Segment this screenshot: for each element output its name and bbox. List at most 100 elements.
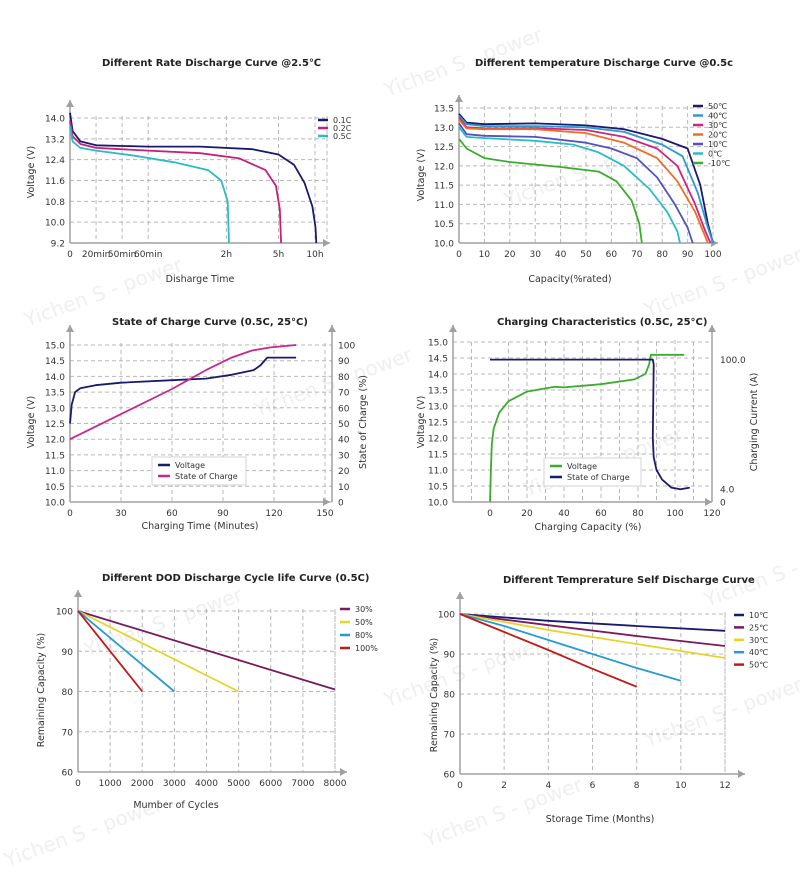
y-axis-label: Voltage (V) [26, 396, 37, 449]
legend-label: 0.5C [333, 132, 352, 141]
legend-label: 80% [355, 631, 373, 640]
y-tick-label: 13.5 [428, 387, 448, 397]
chart-panel-temperature-discharge: Different temperature Discharge Curve @0… [400, 0, 800, 290]
y-axis-arrow [66, 325, 74, 332]
y2-tick-label: 30 [338, 451, 350, 461]
y-tick-label: 90 [444, 651, 456, 661]
series-line-0- [458, 126, 681, 244]
x-tick-label: 100 [704, 250, 721, 260]
y-tick-label: 70 [444, 731, 456, 741]
x-tick-label: 30 [529, 250, 541, 260]
y-tick-label: 90 [62, 648, 74, 658]
y-axis-label: Voltage (V) [416, 149, 427, 202]
series-line-10- [459, 613, 726, 632]
y2-axis-arrow [708, 325, 716, 332]
series-line-100- [77, 610, 144, 693]
y-axis-arrow [449, 325, 457, 332]
legend-label: 30℃ [708, 121, 727, 130]
y2-tick-label: 100 [338, 342, 355, 352]
y-tick-label: 12.4 [45, 156, 65, 166]
x-tick-label: 2 [501, 781, 507, 791]
y-tick-label: 13.2 [45, 135, 65, 145]
x-tick-label: 60 [166, 509, 178, 519]
y-tick-label: 15.0 [428, 339, 448, 349]
x-tick-label: 150 [316, 509, 333, 519]
chart-panel-self-discharge: Different Tempreraturе Self Discharge Cu… [400, 550, 800, 843]
x-tick-label: 40 [555, 250, 567, 260]
series-line-50- [458, 113, 714, 244]
x-tick-label: 20 [504, 250, 516, 260]
x-tick-label: 90 [682, 250, 694, 260]
y-tick-label: 10.5 [434, 220, 454, 230]
x-tick-label: 0 [487, 509, 493, 519]
x-tick-label: 2h [221, 250, 232, 260]
y-tick-label: 13.0 [45, 404, 65, 414]
series-line-voltage [489, 353, 685, 503]
series-line-0-1c [69, 112, 318, 244]
legend-label: 0℃ [708, 150, 722, 159]
series-line-50- [459, 613, 638, 688]
series-line-10- [458, 122, 694, 244]
y-axis-label: Remaining Capacity (%) [429, 638, 440, 752]
x-tick-label: 5h [273, 250, 284, 260]
y-tick-label: 14.5 [428, 355, 448, 365]
legend-label: 10℃ [749, 611, 768, 620]
y-tick-label: 14.5 [45, 357, 65, 367]
series-line-20- [458, 119, 709, 244]
x-axis-label: Mumber of Cycles [133, 800, 218, 811]
y-tick-label: 11.0 [434, 201, 454, 211]
x-axis-arrow [340, 768, 347, 776]
y-tick-label: 10.0 [434, 240, 454, 250]
x-tick-label: 0 [67, 509, 73, 519]
x-axis-label: Disharge Time [166, 274, 235, 285]
legend-label: Voltage [567, 462, 597, 471]
y-tick-label: 100 [438, 611, 455, 621]
y-tick-label: 12.0 [45, 436, 65, 446]
chart-panel-rate-discharge: Different Rate Discharge Curve @2.5℃ 9.2… [0, 0, 400, 290]
y-tick-label: 11.0 [428, 467, 448, 477]
x-tick-label: 1000 [99, 779, 122, 789]
legend-label: 30℃ [749, 636, 768, 645]
x-tick-label: 6 [590, 781, 596, 791]
legend-label: 10℃ [708, 140, 727, 149]
x-axis-label: Capacity(%rated) [528, 274, 611, 285]
x-tick-label: 50 [580, 250, 592, 260]
y2-tick-label: 10 [338, 483, 350, 493]
x-tick-label: 0 [456, 250, 462, 260]
legend-label: Voltage [175, 461, 205, 470]
y2-tick-label: 90 [338, 357, 350, 367]
y-tick-label: 12.5 [428, 419, 448, 429]
y-tick-label: 11.5 [428, 451, 448, 461]
x-tick-label: 4000 [195, 779, 218, 789]
x-tick-label: 90 [217, 509, 229, 519]
series-line-25- [459, 613, 726, 647]
y-tick-label: 13.5 [434, 105, 454, 115]
x-tick-label: 80 [656, 250, 668, 260]
x-tick-label: 120 [265, 509, 282, 519]
x-tick-label: 3000 [163, 779, 186, 789]
x-tick-label: 20min [82, 250, 110, 260]
chart-title: Charging Characteristics (0.5C, 25°C) [497, 317, 708, 328]
legend-label: 20℃ [708, 131, 727, 140]
chart-panel-dod-cycle-life: Different DOD Discharge Cycle life Curve… [0, 550, 400, 843]
y2-tick-label: 0 [338, 499, 344, 509]
x-axis-arrow [323, 498, 330, 506]
y-axis-label: Voltage (V) [26, 146, 37, 199]
x-tick-label: 80 [632, 509, 644, 519]
y-tick-label: 13.5 [45, 389, 65, 399]
chart-svg: 9.2 10.0 10.8 11.6 12.4 13.2 14.0 0 20min50min60… [26, 100, 352, 285]
x-tick-label: 40 [558, 509, 570, 519]
x-tick-label: 4 [545, 781, 551, 791]
y-tick-label: 14.0 [45, 373, 65, 383]
x-tick-label: 30 [115, 509, 127, 519]
y2-tick-label: 60 [338, 404, 350, 414]
series-line-0-2c [69, 120, 282, 244]
chart-panel-charging-characteristics: Charging Characteristics (0.5C, 25°C) 10… [400, 290, 800, 550]
legend-label: State of Charge [567, 473, 630, 482]
y-tick-label: 10.5 [428, 483, 448, 493]
x-tick-label: 6000 [259, 779, 282, 789]
legend-label: 50℃ [708, 102, 727, 111]
y-tick-label: 13.0 [434, 124, 454, 134]
chart-svg: 10.0 10.5 11.0 11.5 12.0 12.5 13.0 13.5 14.0 14.5… [26, 325, 369, 532]
